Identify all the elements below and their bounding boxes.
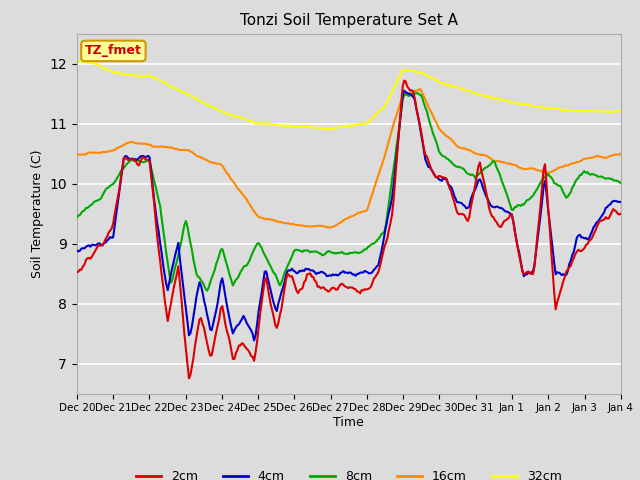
X-axis label: Time: Time <box>333 416 364 429</box>
Text: TZ_fmet: TZ_fmet <box>85 44 142 58</box>
Title: Tonzi Soil Temperature Set A: Tonzi Soil Temperature Set A <box>240 13 458 28</box>
Y-axis label: Soil Temperature (C): Soil Temperature (C) <box>31 149 44 278</box>
Legend: 2cm, 4cm, 8cm, 16cm, 32cm: 2cm, 4cm, 8cm, 16cm, 32cm <box>131 465 567 480</box>
